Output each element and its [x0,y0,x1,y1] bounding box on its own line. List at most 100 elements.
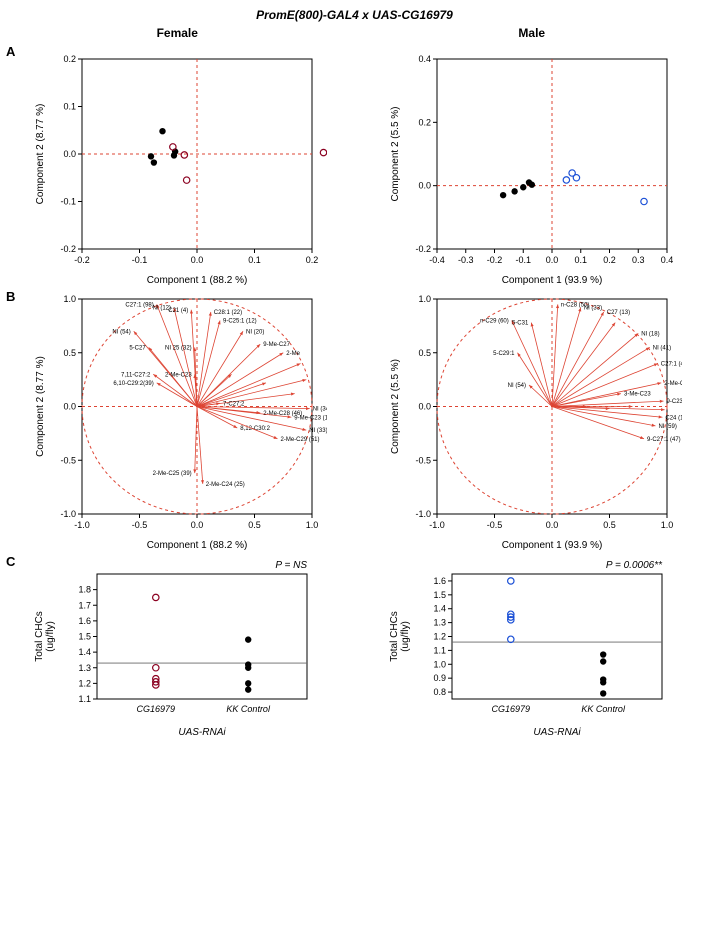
svg-text:1.8: 1.8 [79,585,92,595]
svg-text:NI (54): NI (54) [507,383,525,389]
svg-text:UAS-RNAi: UAS-RNAi [179,727,227,738]
svg-text:0.5: 0.5 [603,520,616,530]
svg-text:(ug/fly): (ug/fly) [400,621,411,652]
svg-text:5-C27: 5-C27 [130,345,147,351]
row-label-c: C [6,554,15,569]
svg-text:-0.4: -0.4 [429,255,445,265]
svg-text:0.2: 0.2 [306,255,319,265]
svg-text:7,11-C27:2: 7,11-C27:2 [121,372,151,378]
figure-title: PromE(800)-GAL4 x UAS-CG16979 [0,0,709,26]
svg-text:1.1: 1.1 [433,645,446,655]
svg-text:-1.0: -1.0 [74,520,90,530]
svg-text:9-Me-C23 (18): 9-Me-C23 (18) [295,415,328,421]
panel-c-female: P = NS1.11.21.31.41.51.61.71.8CG16979KK … [27,554,327,739]
svg-text:C28:1 (22): C28:1 (22) [214,310,242,316]
svg-text:Component 1 (88.2 %): Component 1 (88.2 %) [147,275,248,286]
svg-text:C24 (15): C24 (15) [665,415,682,421]
svg-text:2-Me-C24 (25): 2-Me-C24 (25) [206,482,245,488]
svg-text:C27:1 (98): C27:1 (98) [126,302,154,308]
svg-text:8,12-C30:2: 8,12-C30:2 [241,426,271,432]
svg-text:3-Me-C23: 3-Me-C23 [624,392,651,398]
svg-text:-0.1: -0.1 [132,255,148,265]
svg-text:CG16979: CG16979 [491,704,530,714]
svg-text:-0.1: -0.1 [515,255,531,265]
svg-text:2-Me-C25 (39): 2-Me-C25 (39) [153,471,192,477]
svg-text:0.4: 0.4 [418,54,431,64]
svg-text:5-C31: 5-C31 [512,321,529,327]
svg-text:5-C29:1: 5-C29:1 [493,351,515,357]
svg-text:1.0: 1.0 [660,520,673,530]
svg-text:Total CHCs: Total CHCs [389,611,400,662]
svg-text:0.0: 0.0 [418,402,431,412]
column-headers: Female Male [0,26,709,44]
svg-text:0.0: 0.0 [64,149,77,159]
svg-text:0.0: 0.0 [418,181,431,191]
svg-text:P = 0.0006**: P = 0.0006** [606,560,663,571]
svg-text:0.0: 0.0 [191,255,204,265]
svg-text:n-C29 (60): n-C29 (60) [480,319,509,325]
row-a: A -0.2-0.10.00.10.2-0.2-0.10.00.10.2Comp… [0,44,709,289]
panel-a-female: -0.2-0.10.00.10.2-0.2-0.10.00.10.2Compon… [27,44,327,289]
svg-text:-0.5: -0.5 [132,520,148,530]
svg-text:Total CHCs: Total CHCs [34,611,45,662]
svg-text:-0.5: -0.5 [486,520,502,530]
panel-c-male: P = 0.0006**0.80.91.01.11.21.31.41.51.6C… [382,554,682,739]
svg-text:-0.2: -0.2 [486,255,502,265]
row-c: C P = NS1.11.21.31.41.51.61.71.8CG16979K… [0,554,709,739]
svg-text:P = NS: P = NS [276,560,308,571]
svg-text:-1.0: -1.0 [429,520,445,530]
svg-text:0.1: 0.1 [574,255,587,265]
svg-text:1.3: 1.3 [79,663,92,673]
col-header-female: Female [0,26,355,44]
svg-text:C27 (13): C27 (13) [607,310,630,316]
svg-text:1.0: 1.0 [64,294,77,304]
svg-text:Component 2 (5.5 %): Component 2 (5.5 %) [390,106,401,201]
svg-text:-0.3: -0.3 [458,255,474,265]
svg-text:1.6: 1.6 [79,616,92,626]
svg-text:2-Me-C23: 2-Me-C23 [165,372,192,378]
svg-text:C27:1 (43): C27:1 (43) [661,362,682,368]
svg-text:NI (20): NI (20) [246,329,264,335]
svg-text:NI (33): NI (33) [310,428,328,434]
svg-text:0.0: 0.0 [64,402,77,412]
svg-text:-0.5: -0.5 [415,455,431,465]
svg-text:1.2: 1.2 [433,632,446,642]
svg-text:1.0: 1.0 [306,520,319,530]
svg-text:NI (18): NI (18) [641,331,659,337]
svg-text:0.9: 0.9 [433,673,446,683]
svg-text:NI 25 (32): NI 25 (32) [165,345,192,351]
svg-text:9-C23:1: 9-C23:1 [666,399,681,405]
svg-text:0.3: 0.3 [632,255,645,265]
svg-text:Component 1 (93.9 %): Component 1 (93.9 %) [501,275,602,286]
svg-text:Component 2 (5.5 %): Component 2 (5.5 %) [390,359,401,454]
svg-text:1.6: 1.6 [433,576,446,586]
panel-b-male: -1.0-1.0-0.5-0.50.00.00.50.51.01.0Compon… [382,289,682,554]
svg-text:9-C27:1 (47): 9-C27:1 (47) [647,437,681,443]
svg-text:1.0: 1.0 [418,294,431,304]
svg-text:-0.2: -0.2 [61,244,77,254]
svg-text:1.4: 1.4 [79,647,92,657]
row-label-b: B [6,289,15,304]
svg-text:0.5: 0.5 [418,348,431,358]
svg-text:0.1: 0.1 [64,102,77,112]
svg-text:9-C25:1 (12): 9-C25:1 (12) [223,319,257,325]
svg-text:NI (54): NI (54) [113,329,131,335]
svg-text:-0.2: -0.2 [415,244,431,254]
svg-text:1.5: 1.5 [79,632,92,642]
svg-text:Component 2 (8.77 %): Component 2 (8.77 %) [35,356,46,457]
svg-text:0.2: 0.2 [603,255,616,265]
svg-text:0.5: 0.5 [248,520,261,530]
svg-text:0.1: 0.1 [248,255,261,265]
panel-a-male: -0.4-0.3-0.2-0.10.00.10.20.30.4-0.20.00.… [382,44,682,289]
svg-text:NI (41): NI (41) [653,345,671,351]
svg-text:CG16979: CG16979 [137,704,176,714]
svg-text:0.5: 0.5 [64,348,77,358]
svg-text:1.4: 1.4 [433,604,446,614]
svg-text:6,10-C29:2(39): 6,10-C29:2(39) [114,381,154,387]
svg-text:7-C27:2: 7-C27:2 [223,401,245,407]
svg-text:0.8: 0.8 [433,687,446,697]
svg-text:1.1: 1.1 [79,694,92,704]
panel-b-female: -1.0-1.0-0.5-0.50.00.00.50.51.01.0Compon… [27,289,327,554]
svg-text:Component 1 (88.2 %): Component 1 (88.2 %) [147,540,248,551]
svg-text:2-Me-C29 (51): 2-Me-C29 (51) [281,437,320,443]
